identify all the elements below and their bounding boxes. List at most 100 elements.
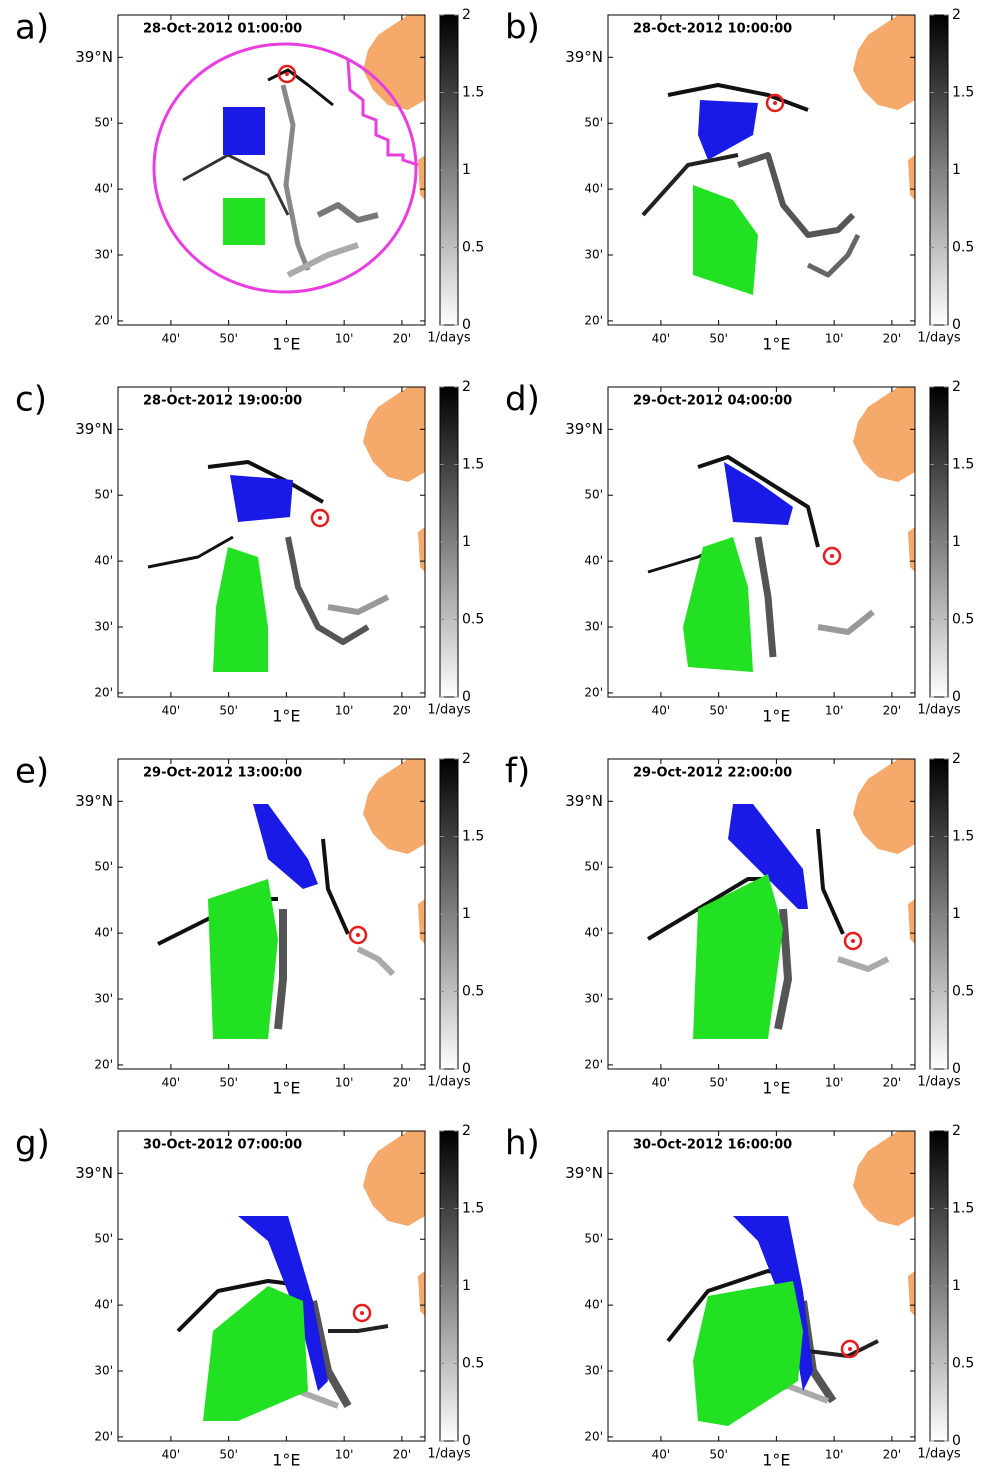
lon-tick-label: 10' (335, 332, 354, 346)
lon-tick-label: 10' (825, 1076, 844, 1090)
coastline (363, 1131, 425, 1226)
blue-particles (698, 100, 758, 160)
panel-title: 28-Oct-2012 01:00:00 (143, 22, 302, 37)
lon-tick-label: 50' (709, 704, 728, 718)
colorbar-tick-label: 1 (462, 906, 471, 922)
release-marker (848, 1347, 852, 1351)
lat-tick-label: 30' (584, 248, 603, 262)
colorbar-tick-label: 2 (952, 7, 961, 23)
domain-boundary (346, 59, 419, 167)
lat-tick-label: 39°N (565, 48, 603, 66)
lat-tick-label: 30' (94, 248, 113, 262)
lon-tick-label: 20' (393, 1076, 412, 1090)
colorbar-tick-label: 0 (462, 689, 471, 705)
ftle-ridge (697, 455, 820, 548)
lon-tick-label: 50' (219, 332, 238, 346)
colorbar-unit: 1/days (917, 1447, 961, 1462)
map-frame (607, 1130, 916, 1442)
map-frame (117, 1130, 426, 1442)
map-panel: 30-Oct-2012 16:00:00 h) 39°N 50' 40' 30' 20' 40… (505, 1123, 974, 1470)
map-panel: 29-Oct-2012 22:00:00 f) 39°N 50' 40' 30' 20' 40… (505, 751, 974, 1098)
lon-tick-label: 50' (219, 704, 238, 718)
colorbar-tick-label: 0.5 (952, 984, 974, 1000)
release-marker (318, 516, 322, 520)
lon-tick-label: 1°E (272, 335, 300, 354)
lon-tick-label: 50' (709, 332, 728, 346)
panel-label: c) (15, 380, 47, 420)
lon-tick-label: 20' (393, 704, 412, 718)
green-particles (223, 198, 265, 245)
lat-tick-label: 50' (584, 1232, 603, 1246)
colorbar-tick-label: 1.5 (952, 85, 974, 101)
map-panel: 29-Oct-2012 04:00:00 d) 39°N 50' 40' 30' 20' 40… (505, 379, 974, 726)
lat-tick-label: 30' (584, 1364, 603, 1378)
release-marker (822, 546, 842, 566)
colorbar-tick-label: 1.5 (462, 829, 484, 845)
lat-tick-label: 20' (584, 685, 603, 699)
ftle-ridge (207, 460, 324, 504)
lon-tick-label: 40' (652, 1448, 671, 1462)
lat-tick-label: 20' (584, 1057, 603, 1071)
lon-tick-label: 20' (883, 704, 902, 718)
map-panel: 28-Oct-2012 10:00:00 b) 39°N 50' 40' 30' 20' 40… (505, 7, 974, 354)
panel-label: b) (505, 8, 540, 48)
lat-tick-label: 30' (94, 992, 113, 1006)
lon-tick-label: 1°E (272, 1079, 300, 1098)
colorbar-tick-label: 1.5 (952, 1201, 974, 1217)
ftle-ridge (274, 909, 287, 1030)
blue-particles (253, 804, 318, 889)
colorbar-tick-label: 0 (462, 1433, 471, 1449)
lat-tick-label: 30' (584, 620, 603, 634)
blue-particles (223, 107, 265, 155)
lon-tick-label: 20' (883, 332, 902, 346)
map-frame (117, 386, 426, 698)
lat-tick-label: 50' (584, 488, 603, 502)
release-marker (360, 1311, 364, 1315)
release-marker (840, 1339, 860, 1359)
ftle-ridge (286, 242, 359, 278)
colorbar-tick-label: 2 (952, 379, 961, 395)
colorbar-unit: 1/days (427, 703, 471, 718)
ftle-ridge (754, 536, 777, 658)
panel-title: 28-Oct-2012 10:00:00 (633, 22, 792, 37)
colorbar-tick-label: 2 (462, 751, 471, 767)
lon-tick-label: 40' (162, 332, 181, 346)
colorbar-tick-label: 0 (952, 317, 961, 333)
lon-tick-label: 20' (393, 332, 412, 346)
release-marker (277, 64, 297, 84)
lon-tick-label: 1°E (762, 335, 790, 354)
lat-tick-label: 39°N (75, 1164, 113, 1182)
ftle-ridge (737, 152, 856, 238)
colorbar-tick-label: 1 (952, 906, 961, 922)
blue-particles (724, 462, 793, 525)
map-panel: 30-Oct-2012 07:00:00 g) 39°N 50' 40' 30' 20' 40… (15, 1123, 484, 1470)
ftle-ridge (147, 535, 234, 569)
release-marker (851, 939, 855, 943)
colorbar-tick-label: 0.5 (952, 612, 974, 628)
ftle-ridge (280, 84, 311, 271)
lon-tick-label: 40' (652, 704, 671, 718)
panel-title: 29-Oct-2012 13:00:00 (143, 766, 302, 781)
colorbar-tick-label: 1.5 (462, 1201, 484, 1217)
ftle-ridge (356, 946, 396, 977)
ftle-ridge (774, 908, 792, 1030)
release-marker (352, 1303, 372, 1323)
map-frame (607, 386, 916, 698)
map-panel: 28-Oct-2012 01:00:00 a) 39°N 50' 40' 30' 20' 40… (15, 7, 484, 354)
ftle-ridge (641, 153, 739, 217)
lon-tick-label: 50' (709, 1076, 728, 1090)
lon-tick-label: 20' (883, 1076, 902, 1090)
colorbar-tick-label: 1.5 (952, 457, 974, 473)
colorbar-tick-label: 1 (462, 162, 471, 178)
map-frame (117, 14, 426, 326)
colorbar-tick-label: 0.5 (462, 240, 484, 256)
lon-tick-label: 50' (219, 1448, 238, 1462)
coastline (853, 759, 915, 854)
lat-tick-label: 50' (94, 860, 113, 874)
coastline (363, 759, 425, 854)
coastline (363, 15, 425, 110)
lat-tick-label: 40' (94, 182, 113, 196)
colorbar-unit: 1/days (427, 331, 471, 346)
lon-tick-label: 10' (825, 332, 844, 346)
